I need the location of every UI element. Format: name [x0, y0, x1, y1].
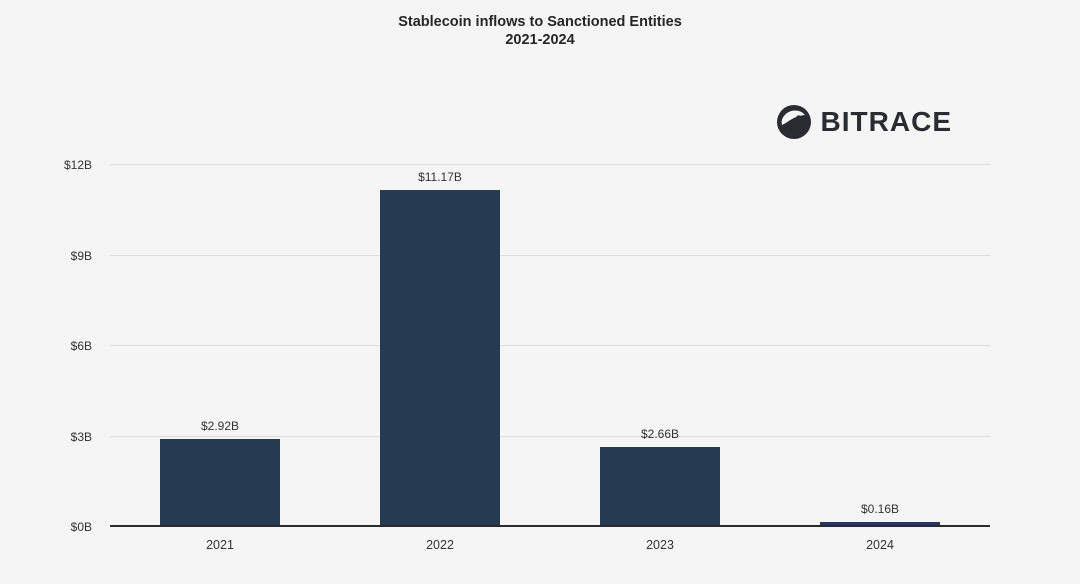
x-tick-label-2021: 2021 [206, 538, 234, 552]
chart-title-line1: Stablecoin inflows to Sanctioned Entitie… [398, 14, 682, 30]
x-axis-labels: 2021 2022 2023 2024 [110, 538, 990, 552]
bitrace-globe-icon [776, 104, 812, 140]
bar-value-label: $2.66B [640, 426, 680, 441]
bar-2022 [380, 190, 500, 527]
x-tick-label-2022: 2022 [426, 538, 454, 552]
y-axis-labels: $0B $3B $6B $9B $12B [0, 158, 100, 534]
x-tick-label-2023: 2023 [646, 538, 674, 552]
bar-slot-2021: $2.92B [110, 165, 330, 527]
bar-slot-2023: $2.66B [550, 165, 770, 527]
bar-value-label: $11.17B [418, 170, 462, 185]
chart-title-line2: 2021-2024 [505, 32, 575, 48]
bar-slot-2024: $0.16B [770, 165, 990, 527]
y-tick-label: $12B [63, 158, 92, 172]
x-axis-line [110, 525, 990, 527]
bitrace-logo-text: BITRACE [820, 106, 952, 137]
y-tick-label: $3B [70, 429, 92, 444]
y-tick-label: $0B [70, 520, 92, 534]
x-tick-label-2024: 2024 [866, 538, 894, 552]
gridline [110, 435, 990, 437]
bar-2021 [160, 438, 280, 527]
bar-value-label: $2.92B [200, 418, 240, 433]
y-tick-label: $9B [70, 248, 92, 263]
chart-title: Stablecoin inflows to Sanctioned Entitie… [0, 13, 1080, 49]
gridline [110, 345, 990, 346]
y-tick-label: $6B [70, 339, 92, 353]
bar-2024 [820, 522, 940, 527]
bar-2023 [600, 446, 720, 527]
bar-slot-2022: $11.17B [330, 165, 550, 527]
plot-area: $2.92B $11.17B $2.66B $0.16B [110, 164, 990, 527]
bars-container: $2.92B $11.17B $2.66B $0.16B [110, 165, 990, 527]
gridline [110, 254, 990, 256]
bar-value-label: $0.16B [860, 502, 900, 517]
gridline [110, 164, 990, 165]
bitrace-logo: BITRACE [776, 104, 952, 140]
